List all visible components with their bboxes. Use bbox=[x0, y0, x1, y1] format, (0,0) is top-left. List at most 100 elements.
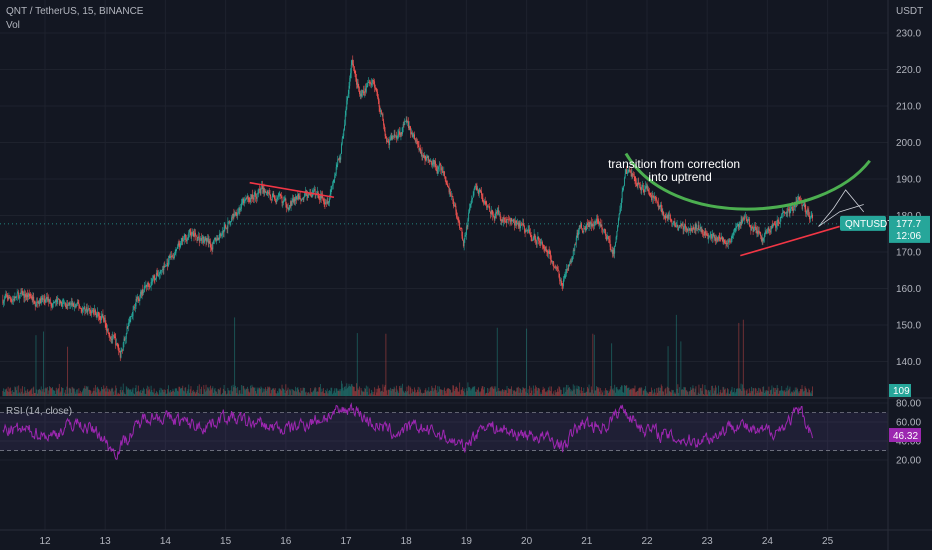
rsi-pane bbox=[0, 402, 888, 460]
candle-body bbox=[654, 196, 656, 199]
volume-bar bbox=[716, 394, 718, 396]
volume-bar bbox=[722, 386, 724, 396]
candle-body bbox=[114, 336, 116, 338]
candle-body bbox=[724, 239, 725, 243]
candle-body bbox=[550, 254, 552, 260]
candle-body bbox=[322, 198, 324, 202]
candle-body bbox=[127, 326, 129, 328]
volume-bar bbox=[780, 390, 782, 396]
volume-bar bbox=[308, 392, 310, 396]
candle-body bbox=[4, 297, 6, 300]
volume-bar bbox=[645, 386, 646, 396]
volume-bar bbox=[44, 388, 46, 396]
candle-body bbox=[189, 229, 190, 233]
candle-body bbox=[28, 293, 30, 295]
volume-bar bbox=[615, 387, 617, 396]
volume-bar bbox=[293, 390, 295, 396]
volume-bar bbox=[629, 389, 631, 396]
candle-body bbox=[480, 189, 482, 192]
price-tick-label: 230.0 bbox=[896, 29, 921, 40]
volume-bar bbox=[583, 387, 585, 396]
volume-bar bbox=[603, 390, 605, 396]
candle-body bbox=[585, 225, 587, 231]
volume-bar bbox=[803, 390, 805, 396]
candle-body bbox=[179, 245, 181, 248]
volume-bar bbox=[71, 386, 73, 396]
volume-bar bbox=[464, 392, 466, 396]
volume-legend[interactable]: Vol bbox=[6, 20, 20, 31]
volume-bar bbox=[358, 389, 360, 396]
volume-bar bbox=[575, 388, 577, 396]
candle-body bbox=[745, 216, 747, 220]
candle-body bbox=[180, 241, 182, 244]
candle-body bbox=[337, 159, 339, 165]
annotation-line-2[interactable]: into uptrend bbox=[648, 170, 711, 184]
symbol-legend[interactable]: QNT / TetherUS, 15, BINANCE bbox=[6, 6, 144, 17]
candle-body bbox=[166, 263, 168, 266]
candle-body bbox=[763, 237, 765, 241]
candle-body bbox=[213, 240, 215, 244]
candle-body bbox=[20, 293, 22, 294]
volume-bar bbox=[449, 389, 451, 396]
volume-bar bbox=[392, 388, 394, 396]
candle-body bbox=[222, 231, 224, 233]
price-axis[interactable]: USDT 230.0220.0210.0200.0190.0180.0170.0… bbox=[896, 6, 923, 368]
candle-body bbox=[283, 200, 285, 201]
candle-body bbox=[472, 195, 474, 198]
green-curve-drawing[interactable] bbox=[624, 152, 871, 211]
candle-body bbox=[723, 239, 725, 243]
volume-bar bbox=[52, 387, 53, 396]
triangle-top-1[interactable] bbox=[249, 181, 335, 199]
candle-body bbox=[83, 307, 85, 309]
volume-bar bbox=[107, 388, 108, 396]
candle-body bbox=[39, 298, 41, 305]
volume-bar bbox=[317, 391, 319, 396]
rsi-legend[interactable]: RSI (14, close) bbox=[6, 406, 73, 417]
volume-bar bbox=[12, 391, 14, 396]
last-price-badge[interactable] bbox=[889, 215, 930, 243]
candle-body bbox=[521, 224, 523, 226]
volume-bar bbox=[341, 380, 342, 396]
volume-bar bbox=[154, 394, 156, 396]
volume-bar bbox=[581, 387, 582, 396]
candle-body bbox=[450, 195, 452, 197]
candle-body bbox=[408, 121, 409, 129]
annotation-line-1[interactable]: transition from correction bbox=[608, 157, 740, 171]
candle-body bbox=[499, 214, 500, 215]
candle-body bbox=[699, 229, 701, 230]
volume-bar bbox=[440, 389, 442, 396]
volume-bar bbox=[126, 387, 128, 396]
candle-body bbox=[718, 236, 720, 238]
candle-body bbox=[153, 275, 155, 279]
volume-bar bbox=[102, 389, 104, 396]
volume-bar bbox=[534, 388, 536, 396]
candle-body bbox=[755, 227, 757, 234]
volume-bar bbox=[744, 390, 746, 396]
candle-body bbox=[274, 199, 276, 202]
volume-bar bbox=[806, 389, 807, 396]
candle-body bbox=[750, 226, 752, 231]
volume-bar bbox=[259, 387, 260, 396]
candle-body bbox=[712, 233, 713, 239]
candle-body bbox=[445, 181, 447, 184]
volume-bar bbox=[429, 391, 430, 396]
candle-body bbox=[43, 298, 45, 300]
candle-body bbox=[304, 193, 306, 198]
candle-body bbox=[597, 219, 599, 224]
candle-body bbox=[794, 205, 795, 207]
symbol-badge[interactable] bbox=[840, 215, 886, 231]
candle-body bbox=[775, 225, 777, 228]
candle-body bbox=[123, 338, 125, 343]
volume-bar bbox=[336, 388, 338, 396]
volume-bar bbox=[273, 388, 275, 396]
triangle-support[interactable] bbox=[740, 225, 840, 257]
candle-body bbox=[674, 221, 676, 226]
time-axis[interactable]: 12 13 14 15 16 17 18 19 20 21 22 23 24 25 bbox=[39, 536, 833, 547]
volume-bar bbox=[438, 391, 440, 396]
volume-bar bbox=[529, 385, 531, 396]
volume-bar bbox=[260, 386, 262, 396]
volume-bar bbox=[131, 389, 133, 396]
candle-body bbox=[462, 240, 464, 246]
